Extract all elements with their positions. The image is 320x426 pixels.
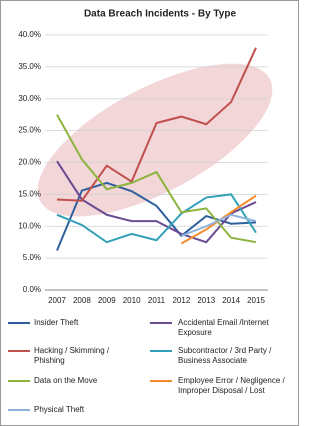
legend-swatch [150,380,172,382]
legend-swatch [8,322,30,324]
y-tick-label: 0.0% [23,285,41,294]
x-tick-label: 2010 [123,296,141,305]
y-tick-label: 20.0% [18,158,41,167]
series-line [56,193,257,244]
legend-label: Accidental Email /Internet Exposure [178,318,269,337]
x-tick-label: 2015 [247,296,265,305]
legend-label: Insider Theft [34,318,79,327]
chart-title: Data Breach Incidents - By Type [84,9,237,20]
y-tick-label: 5.0% [23,253,41,262]
x-tick-label: 2011 [148,296,166,305]
chart: Data Breach Incidents - By Type 0.0% 5.0%… [0,0,299,426]
legend-swatch [150,350,172,352]
series-line [56,47,257,202]
legend-label: Physical Theft [34,405,85,414]
legend-swatch [8,409,30,411]
chart-page: Data Breach Incidents - By Type 0.0% 5.0%… [0,0,299,426]
legend-swatch [8,380,30,382]
y-tick-label: 40.0% [18,30,41,39]
x-tick-label: 2007 [48,296,66,305]
x-tick-label: 2013 [197,296,215,305]
legend-label: Employee Error / Negligence / Improper D… [178,376,285,395]
x-tick-label: 2009 [98,296,116,305]
x-tick-label: 2008 [73,296,91,305]
legend-label: Subcontractor / 3rd Party / Business Ass… [178,346,272,365]
legend-label: Hacking / Skimming / Phishing [34,346,110,365]
x-tick-label: 2014 [222,296,240,305]
y-tick-label: 35.0% [18,62,41,71]
y-tick-label: 15.0% [18,189,41,198]
x-tick-label: 2012 [172,296,190,305]
series-line [181,213,257,237]
series-line [56,160,257,244]
series-line [56,114,257,244]
y-tick-label: 30.0% [18,94,41,103]
legend-label: Data on the Move [34,376,98,385]
y-tick-label: 10.0% [18,221,41,230]
legend-swatch [150,322,172,324]
y-tick-label: 25.0% [18,126,41,135]
legend-swatch [8,350,30,352]
